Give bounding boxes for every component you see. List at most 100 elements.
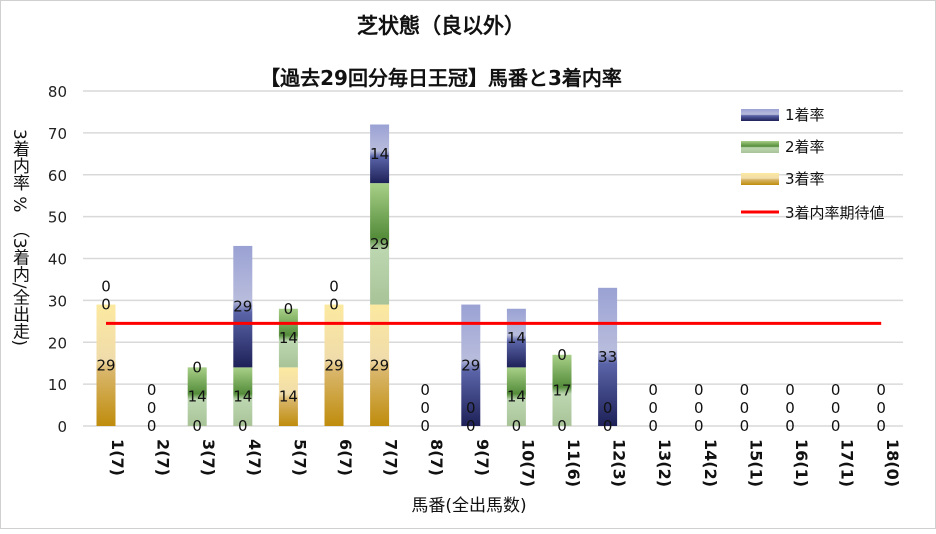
x-tick-label: 17(1)	[838, 439, 857, 487]
bar-segment-3	[461, 304, 481, 426]
data-label: 0	[785, 381, 795, 399]
data-label: 0	[694, 381, 704, 399]
data-label: 0	[648, 381, 658, 399]
x-tick-label: 12(3)	[610, 439, 629, 487]
data-label: 14	[188, 388, 207, 406]
bar-segment-1	[96, 304, 116, 426]
y-tick-label: 30	[48, 292, 67, 310]
y-axis-title: 3着内率 % （3着内/全出走)	[9, 129, 30, 346]
data-label: 29	[96, 356, 115, 374]
data-label: 29	[233, 298, 252, 316]
x-tick-label: 2(7)	[154, 439, 173, 476]
data-label: 0	[466, 417, 476, 435]
legend-label: 3着内率期待値	[785, 204, 885, 222]
y-tick-label: 20	[48, 334, 67, 352]
data-label: 0	[831, 381, 841, 399]
data-label: 0	[603, 399, 613, 417]
bar-segment-1	[324, 304, 344, 426]
legend-label: 3着率	[785, 170, 825, 188]
data-label: 14	[279, 329, 298, 347]
data-label: 0	[329, 296, 339, 314]
data-label: 14	[370, 145, 389, 163]
data-label: 14	[507, 329, 526, 347]
x-tick-label: 1(7)	[108, 439, 127, 476]
y-tick-label: 0	[57, 418, 67, 436]
data-label: 0	[466, 399, 476, 417]
data-label: 0	[557, 417, 567, 435]
legend-swatch	[741, 173, 779, 185]
x-tick-label: 10(7)	[518, 439, 537, 487]
bar-segment-2	[370, 183, 390, 305]
y-tick-label: 80	[48, 83, 67, 101]
data-label: 0	[876, 417, 886, 435]
data-label: 0	[192, 358, 202, 376]
x-tick-label: 16(1)	[792, 439, 811, 487]
y-tick-label: 10	[48, 376, 67, 394]
data-label: 0	[876, 399, 886, 417]
x-tick-label: 6(7)	[336, 439, 355, 476]
bar-segment-2	[552, 354, 572, 426]
bar-segment-3	[233, 245, 253, 368]
data-label: 0	[329, 278, 339, 296]
data-label: 0	[101, 278, 111, 296]
data-label: 29	[370, 235, 389, 253]
data-label: 0	[420, 417, 430, 435]
y-tick-label: 60	[48, 167, 67, 185]
bar-segment-2	[506, 367, 526, 426]
data-label: 0	[648, 399, 658, 417]
data-label: 29	[370, 356, 389, 374]
data-label: 17	[552, 381, 571, 399]
data-label: 0	[147, 381, 157, 399]
data-label: 0	[284, 300, 294, 318]
data-label: 0	[740, 399, 750, 417]
data-label: 0	[740, 417, 750, 435]
bar-segment-2	[187, 367, 207, 426]
data-label: 0	[876, 381, 886, 399]
bar-segment-1	[278, 367, 298, 426]
data-label: 0	[192, 417, 202, 435]
legend-label: 2着率	[785, 138, 825, 156]
x-tick-label: 7(7)	[382, 439, 401, 476]
data-label: 0	[740, 381, 750, 399]
y-tick-label: 70	[48, 125, 67, 143]
data-label: 0	[785, 399, 795, 417]
bar-segment-3	[370, 124, 390, 184]
data-label: 0	[603, 417, 613, 435]
data-label: 0	[831, 399, 841, 417]
legend-label: 1着率	[785, 106, 825, 124]
data-label: 29	[461, 356, 480, 374]
x-tick-label: 13(2)	[655, 439, 674, 487]
data-label: 0	[831, 417, 841, 435]
data-label: 0	[101, 296, 111, 314]
x-tick-label: 3(7)	[199, 439, 218, 476]
data-label: 0	[420, 381, 430, 399]
data-label: 0	[147, 399, 157, 417]
data-label: 0	[694, 399, 704, 417]
x-tick-label: 4(7)	[245, 439, 264, 476]
data-label: 0	[512, 417, 522, 435]
bar-segment-1	[370, 304, 390, 426]
data-label: 0	[147, 417, 157, 435]
legend-swatch	[741, 141, 779, 153]
data-label: 14	[279, 388, 298, 406]
legend: 1着率 2着率 3着率 3着内率期待値	[741, 106, 885, 222]
data-label: 14	[233, 388, 252, 406]
chart-subtitle: 【過去29回分毎日王冠】馬番と3着内率	[260, 66, 622, 90]
data-label: 29	[324, 356, 343, 374]
data-label: 0	[694, 417, 704, 435]
data-label: 14	[507, 388, 526, 406]
x-tick-label: 9(7)	[473, 439, 492, 476]
bar-segment-2	[233, 367, 253, 426]
legend-swatch	[741, 109, 779, 121]
data-label: 33	[598, 348, 617, 366]
x-tick-label: 14(2)	[701, 439, 720, 487]
data-label: 0	[420, 399, 430, 417]
x-tick-label: 18(0)	[883, 439, 902, 487]
y-tick-label: 50	[48, 209, 67, 227]
chart-title: 芝状態（良以外）	[357, 14, 525, 38]
y-tick-label: 40	[48, 251, 67, 269]
data-label: 0	[648, 417, 658, 435]
data-label: 0	[238, 417, 248, 435]
